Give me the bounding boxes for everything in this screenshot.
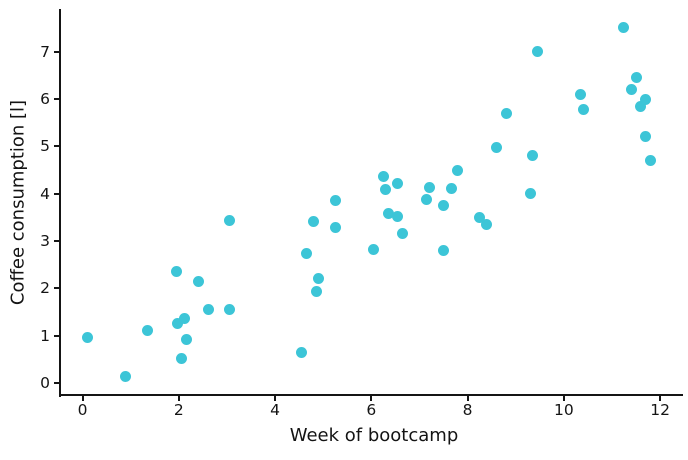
x-tick xyxy=(370,396,373,401)
scatter-point xyxy=(481,219,493,231)
scatter-point xyxy=(524,188,536,200)
y-tick xyxy=(54,334,59,337)
scatter-point xyxy=(474,212,486,224)
x-tick xyxy=(659,396,662,401)
x-axis-label: Week of bootcamp xyxy=(289,425,459,446)
scatter-point xyxy=(452,164,464,176)
scatter-point xyxy=(223,215,235,227)
y-tick-label: 6 xyxy=(40,90,50,109)
scatter-point xyxy=(490,141,502,153)
x-tick xyxy=(562,396,565,401)
scatter-point xyxy=(179,312,191,324)
scatter-point xyxy=(618,22,630,34)
scatter-point xyxy=(329,195,341,207)
scatter-point xyxy=(175,352,187,364)
scatter-point xyxy=(625,84,637,96)
y-tick-label: 2 xyxy=(40,279,50,298)
y-tick-label: 1 xyxy=(40,326,50,345)
scatter-point xyxy=(308,216,320,228)
x-tick xyxy=(274,396,277,401)
x-tick-label: 12 xyxy=(650,401,670,419)
scatter-point xyxy=(423,181,435,193)
scatter-point xyxy=(640,131,652,143)
scatter-point xyxy=(577,103,589,115)
y-tick xyxy=(54,98,59,101)
scatter-point xyxy=(635,100,647,112)
scatter-point xyxy=(392,211,404,223)
y-tick-label: 4 xyxy=(40,184,50,203)
y-tick-label: 0 xyxy=(40,374,50,393)
scatter-point xyxy=(300,247,312,259)
y-tick xyxy=(54,287,59,290)
y-tick xyxy=(54,50,59,53)
scatter-point xyxy=(380,184,392,196)
y-tick xyxy=(54,145,59,148)
scatter-point xyxy=(171,317,183,329)
plot-area xyxy=(61,10,688,394)
scatter-point xyxy=(644,155,656,167)
y-axis-label: Coffee consumption [l] xyxy=(7,99,29,306)
x-tick-label: 8 xyxy=(462,401,473,419)
scatter-point xyxy=(397,228,409,240)
x-tick-label: 2 xyxy=(173,401,184,419)
x-tick xyxy=(177,396,180,401)
scatter-point xyxy=(421,193,433,205)
scatter-point xyxy=(392,178,404,190)
scatter-point xyxy=(382,207,394,219)
scatter-point xyxy=(575,88,587,100)
x-tick xyxy=(81,396,84,401)
y-tick-label: 7 xyxy=(40,42,50,61)
y-tick xyxy=(54,192,59,195)
scatter-point xyxy=(81,331,93,343)
scatter-point xyxy=(438,200,450,212)
scatter-point xyxy=(368,244,380,256)
y-tick xyxy=(54,240,59,243)
scatter-point xyxy=(377,171,389,183)
x-tick-label: 6 xyxy=(366,401,377,419)
x-tick-label: 4 xyxy=(270,401,281,419)
x-tick-label: 0 xyxy=(77,401,88,419)
scatter-point xyxy=(142,324,154,336)
scatter-point xyxy=(192,275,204,287)
scatter-point xyxy=(296,346,308,358)
scatter-point xyxy=(500,107,512,119)
scatter-point xyxy=(438,244,450,256)
scatter-point xyxy=(640,93,652,105)
scatter-point xyxy=(329,222,341,234)
scatter-point xyxy=(170,266,182,278)
y-tick-label: 5 xyxy=(40,137,50,156)
scatter-point xyxy=(312,273,324,285)
y-tick-label: 3 xyxy=(40,232,50,251)
x-tick xyxy=(466,396,469,401)
scatter-point xyxy=(446,183,458,195)
x-tick-label: 10 xyxy=(553,401,574,419)
x-axis-spine xyxy=(59,394,683,396)
scatter-point xyxy=(180,333,192,345)
scatter-point xyxy=(630,72,642,84)
scatter-point xyxy=(120,370,132,382)
y-tick xyxy=(54,382,59,385)
scatter-point xyxy=(310,285,322,297)
scatter-point xyxy=(531,46,543,58)
scatter-point xyxy=(223,304,235,316)
scatter-point xyxy=(527,150,539,162)
scatter-point xyxy=(203,303,215,315)
y-axis-spine xyxy=(59,9,61,397)
